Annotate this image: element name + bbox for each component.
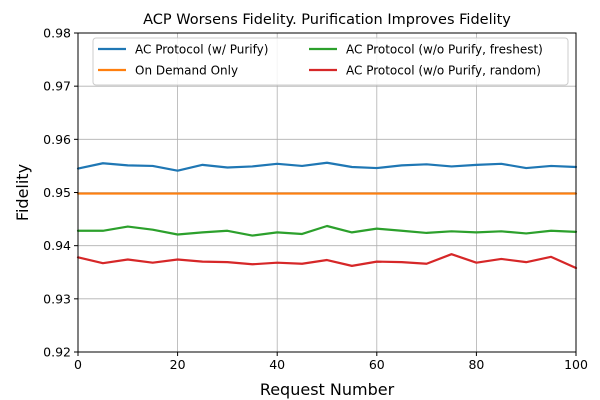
y-tick-label: 0.95 [43,185,71,200]
y-tick-label: 0.93 [43,291,71,306]
series-line-3 [76,224,578,237]
x-tick-label: 0 [74,357,82,372]
legend-label: AC Protocol (w/o Purify, freshest) [346,43,543,57]
y-tick-label: 0.96 [43,132,71,147]
y-tick-label: 0.97 [43,79,71,94]
x-tick-label: 80 [468,357,484,372]
legend-box [92,37,569,86]
series-layer [76,161,578,270]
series-line-4 [76,253,578,270]
y-tick-label: 0.92 [43,345,71,360]
y-tick-label: 0.94 [43,238,71,253]
series-line-1 [76,161,578,172]
y-tick-label: 0.98 [43,26,71,41]
legend-label: AC Protocol (w/o Purify, random) [346,64,541,78]
y-axis-label: Fidelity [13,164,32,221]
x-tick-label: 40 [269,357,285,372]
legend-label: AC Protocol (w/ Purify) [135,43,268,57]
x-tick-label: 100 [564,357,588,372]
axis-ticks: 0 20 40 60 80 100 0.92 0.93 0.94 0.95 0.96 0.97 0.98 [43,26,588,373]
chart-title: ACP Worsens Fidelity. Purification Impro… [143,12,511,28]
x-axis-label: Request Number [260,380,395,399]
x-tick-label: 20 [170,357,186,372]
x-tick-label: 60 [369,357,385,372]
legend: AC Protocol (w/ Purify) On Demand Only AC … [92,37,569,86]
legend-label: On Demand Only [135,64,238,78]
